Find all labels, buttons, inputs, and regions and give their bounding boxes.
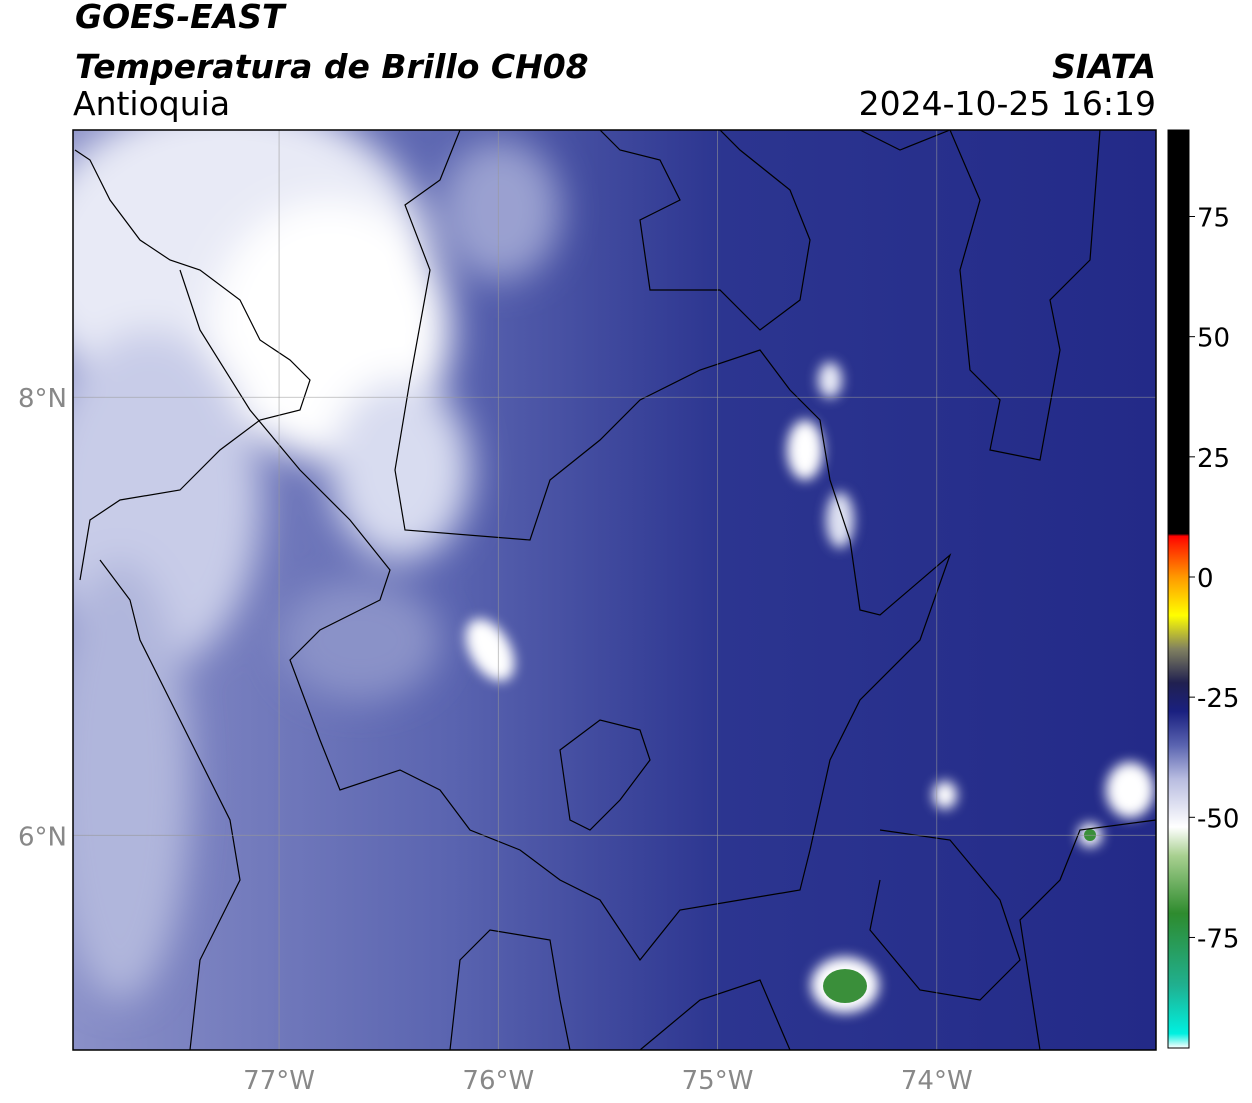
- graticule: [73, 130, 1156, 1050]
- lon-label: 76°W: [462, 1066, 534, 1096]
- colorbar-ticks: 75 50 25 0 -25 -50 -75: [1189, 204, 1239, 954]
- subtitle: Temperatura de Brillo CH08: [75, 47, 589, 86]
- borders: [74, 130, 1156, 1050]
- lon-label: 77°W: [243, 1066, 315, 1096]
- colorbar-tick-label: -50: [1197, 804, 1239, 834]
- map-frame: [72, 129, 1157, 1051]
- cloud-field: [73, 130, 560, 1000]
- colorbar-tick-label: 50: [1197, 324, 1230, 354]
- source: SIATA: [1052, 47, 1156, 86]
- title: GOES-EAST: [75, 0, 287, 36]
- colorbar-tick-label: -75: [1197, 924, 1239, 954]
- colorbar: [1167, 129, 1190, 1049]
- lon-label: 75°W: [682, 1066, 754, 1096]
- colorbar-tick-label: 25: [1197, 444, 1230, 474]
- colorbar-tick-label: 0: [1197, 564, 1214, 594]
- cold-core: [823, 969, 867, 1003]
- colorbar-tick-label: -25: [1197, 684, 1239, 714]
- datetime: 2024-10-25 16:19: [859, 84, 1156, 123]
- lat-label: 6°N: [18, 822, 67, 852]
- colorbar-tick-label: 75: [1197, 204, 1230, 234]
- map-image: [73, 130, 1156, 1050]
- lon-label: 74°W: [901, 1066, 973, 1096]
- region: Antioquia: [73, 84, 230, 123]
- lat-label: 8°N: [18, 384, 67, 414]
